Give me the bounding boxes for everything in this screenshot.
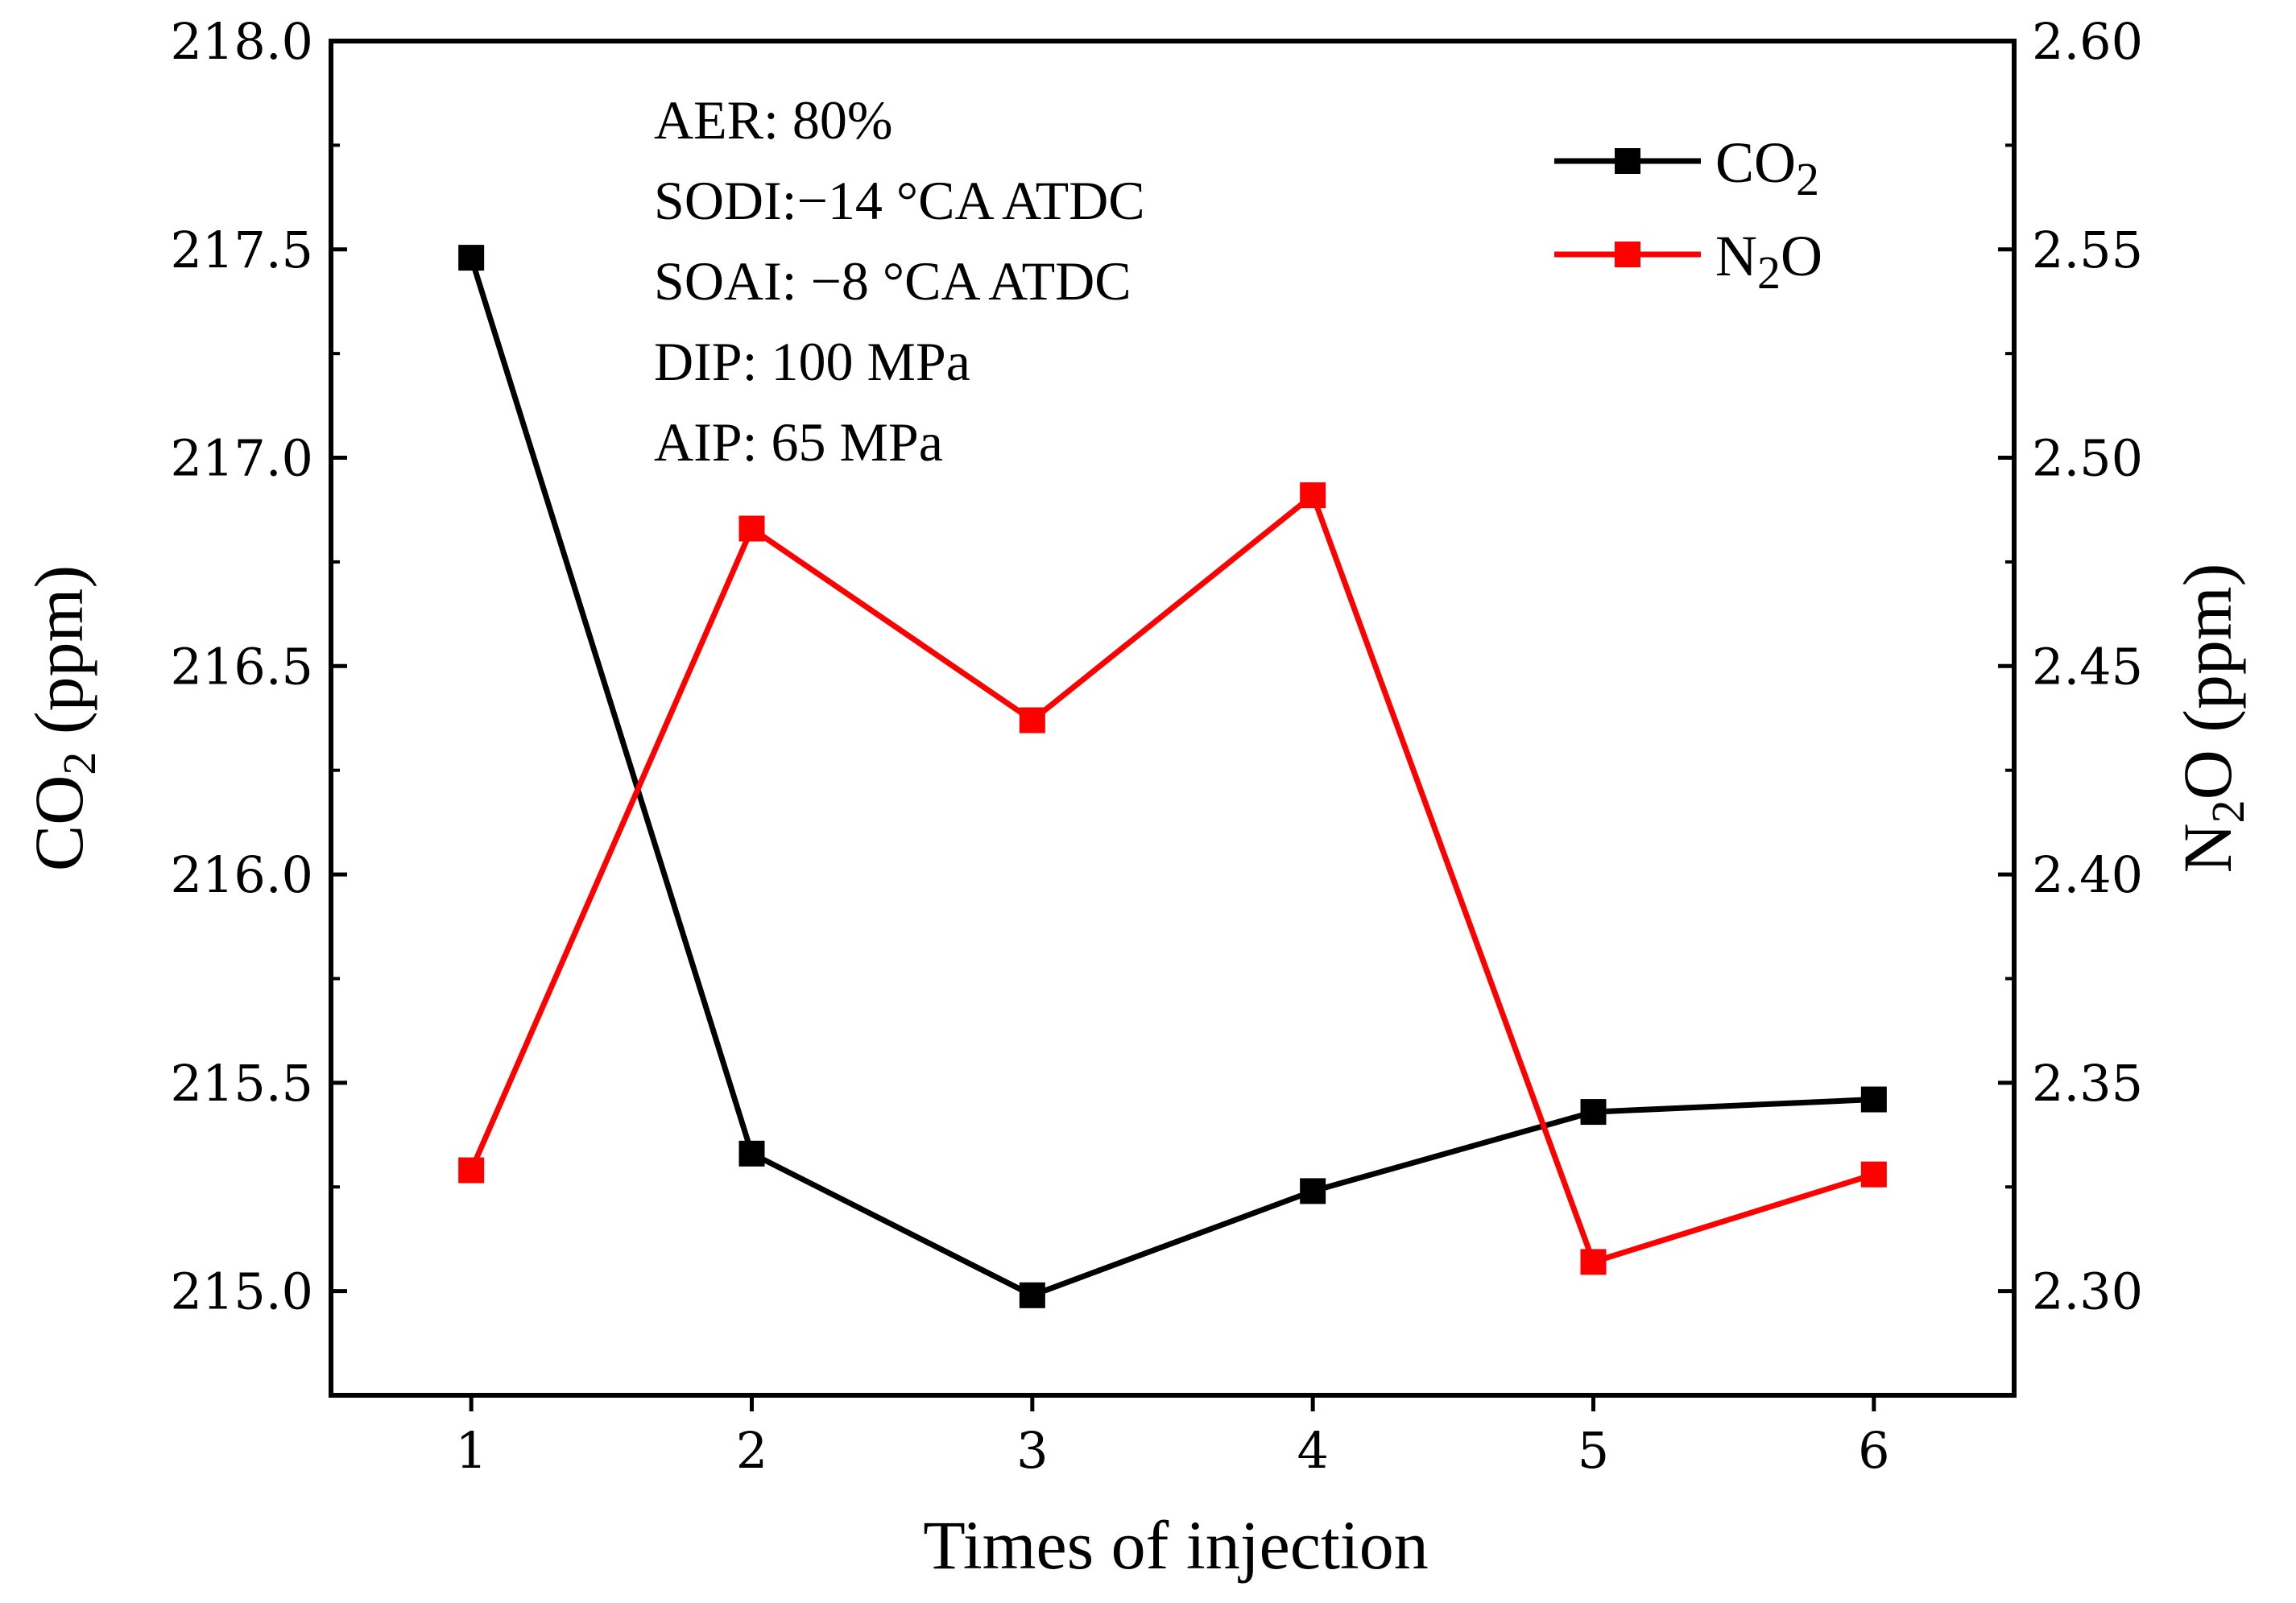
legend: CO2 N2O <box>1554 130 1822 299</box>
series-line <box>468 490 1875 1266</box>
left-axis-tick-label: 216.5 <box>171 637 314 696</box>
data-point-marker <box>1580 1249 1607 1275</box>
right-axis-tick-labels: 2.30 2.35 2.40 2.45 2.50 2.55 2.60 <box>2032 12 2143 1321</box>
series-line <box>468 257 1874 1299</box>
annotation-line: AIP: 65 MPa <box>654 411 943 473</box>
left-axis-tick-label: 215.5 <box>171 1054 314 1113</box>
data-point-marker <box>458 245 485 271</box>
left-axis-tick-label: 216.0 <box>171 845 314 904</box>
x-axis-tick-labels: 1 2 3 4 5 6 <box>455 1421 1889 1480</box>
x-axis-tick-label: 5 <box>1578 1421 1609 1480</box>
left-axis-tick-label: 217.5 <box>171 221 314 279</box>
right-axis-tick-label: 2.30 <box>2032 1262 2143 1321</box>
data-point-marker <box>1300 482 1326 509</box>
x-axis-tick-label: 3 <box>1016 1421 1048 1480</box>
left-axis-tick-labels: 215.0 215.5 216.0 216.5 217.0 217.5 218.0 <box>171 12 314 1321</box>
data-point-marker <box>458 1157 485 1184</box>
left-axis-title: CO2 (ppm) <box>20 565 105 871</box>
plot-frame <box>329 39 2017 1398</box>
annotation-line: SOAI: −8 °CA ATDC <box>654 250 1131 312</box>
data-point-marker <box>1019 707 1045 733</box>
legend-marker <box>1615 242 1640 267</box>
legend-label: CO2 <box>1715 130 1819 205</box>
right-axis-tick-label: 2.60 <box>2032 12 2143 71</box>
data-point-marker <box>1300 1178 1326 1204</box>
annotation-line: SODI:−14 °CA ATDC <box>654 170 1145 231</box>
right-axis-tick-label: 2.45 <box>2032 637 2143 696</box>
right-axis-tick-label: 2.40 <box>2032 845 2143 904</box>
x-axis-tick-label: 2 <box>736 1421 767 1480</box>
x-axis-tick-label: 1 <box>455 1421 486 1480</box>
legend-marker <box>1615 148 1640 174</box>
legend-entry-co2: CO2 <box>1554 130 1819 205</box>
data-point-marker <box>738 515 765 542</box>
x-axis-tick-label: 6 <box>1858 1421 1889 1480</box>
left-axis-tick-label: 217.0 <box>171 429 314 488</box>
annotation-line: DIP: 100 MPa <box>654 331 970 392</box>
data-point-marker <box>1860 1161 1887 1188</box>
left-axis-tick-label: 218.0 <box>171 12 314 71</box>
series-co2 <box>458 245 1887 1308</box>
series-n2o <box>458 482 1887 1275</box>
left-axis-tick-label: 215.0 <box>171 1262 314 1321</box>
right-axis-tick-label: 2.50 <box>2032 429 2143 488</box>
legend-label: N2O <box>1715 224 1822 299</box>
data-point-marker <box>738 1140 765 1167</box>
data-point-marker <box>1580 1099 1607 1126</box>
data-point-marker <box>1860 1086 1887 1113</box>
right-axis-title: N2O (ppm) <box>2169 564 2254 874</box>
legend-entry-n2o: N2O <box>1554 224 1822 299</box>
annotation-line: AER: 80% <box>654 89 893 151</box>
data-point-marker <box>1019 1282 1045 1308</box>
series-layer <box>458 245 1887 1308</box>
x-axis-tick-label: 4 <box>1297 1421 1328 1480</box>
conditions-annotation: AER: 80% SODI:−14 °CA ATDC SOAI: −8 °CA … <box>654 89 1145 473</box>
x-axis-title: Times of injection <box>923 1506 1429 1584</box>
right-axis-tick-label: 2.55 <box>2032 221 2143 279</box>
right-axis-tick-label: 2.35 <box>2032 1054 2143 1113</box>
